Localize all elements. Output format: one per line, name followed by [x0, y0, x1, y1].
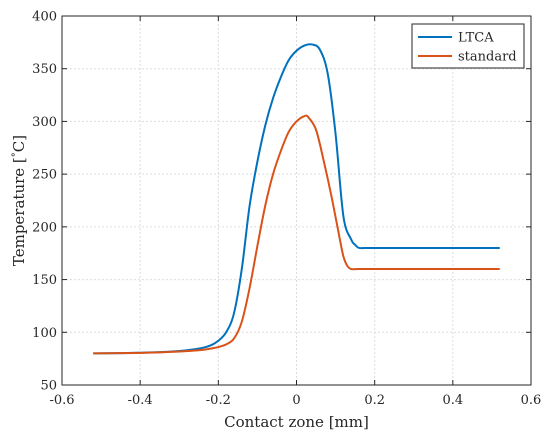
y-tick-label: 100 [32, 326, 57, 341]
y-tick-label: 300 [32, 115, 57, 130]
y-tick-label: 350 [32, 62, 57, 77]
x-tick-label: -0.6 [49, 393, 74, 408]
x-tick-label: 0 [292, 393, 300, 408]
x-tick-label: 0.4 [442, 393, 463, 408]
y-tick-label: 400 [32, 10, 57, 25]
x-tick-label: -0.2 [206, 393, 231, 408]
x-tick-label: 0.2 [364, 393, 385, 408]
y-tick-label: 250 [32, 168, 57, 183]
legend-label-standard: standard [458, 50, 517, 65]
axis-ticks [61, 15, 532, 386]
y-axis-title-text: Temperature [ [10, 157, 28, 266]
x-axis-title: Contact zone [mm] [224, 413, 369, 431]
x-tick-label: 0.6 [521, 393, 542, 408]
tick-labels: -0.6 -0.4 -0.2 0 0.2 0.4 0.6 50 100 150 200 250 300 3… [32, 10, 541, 409]
y-axis-title-unit: C] [10, 135, 28, 152]
y-tick-label: 150 [32, 273, 57, 288]
series-lines [93, 43, 500, 355]
series-line-ltca [93, 43, 500, 355]
x-tick-label: -0.4 [128, 393, 153, 408]
legend-label-ltca: LTCA [458, 31, 494, 46]
y-tick-label: 50 [40, 379, 57, 394]
grid [62, 16, 531, 385]
y-axis-title-degree: ° [11, 152, 22, 157]
series-line-standard [93, 114, 500, 355]
legend-box [411, 23, 525, 69]
legend: LTCA standard [411, 23, 525, 69]
y-axis-title: Temperature [°C] [10, 135, 28, 266]
y-tick-label: 200 [32, 220, 57, 235]
